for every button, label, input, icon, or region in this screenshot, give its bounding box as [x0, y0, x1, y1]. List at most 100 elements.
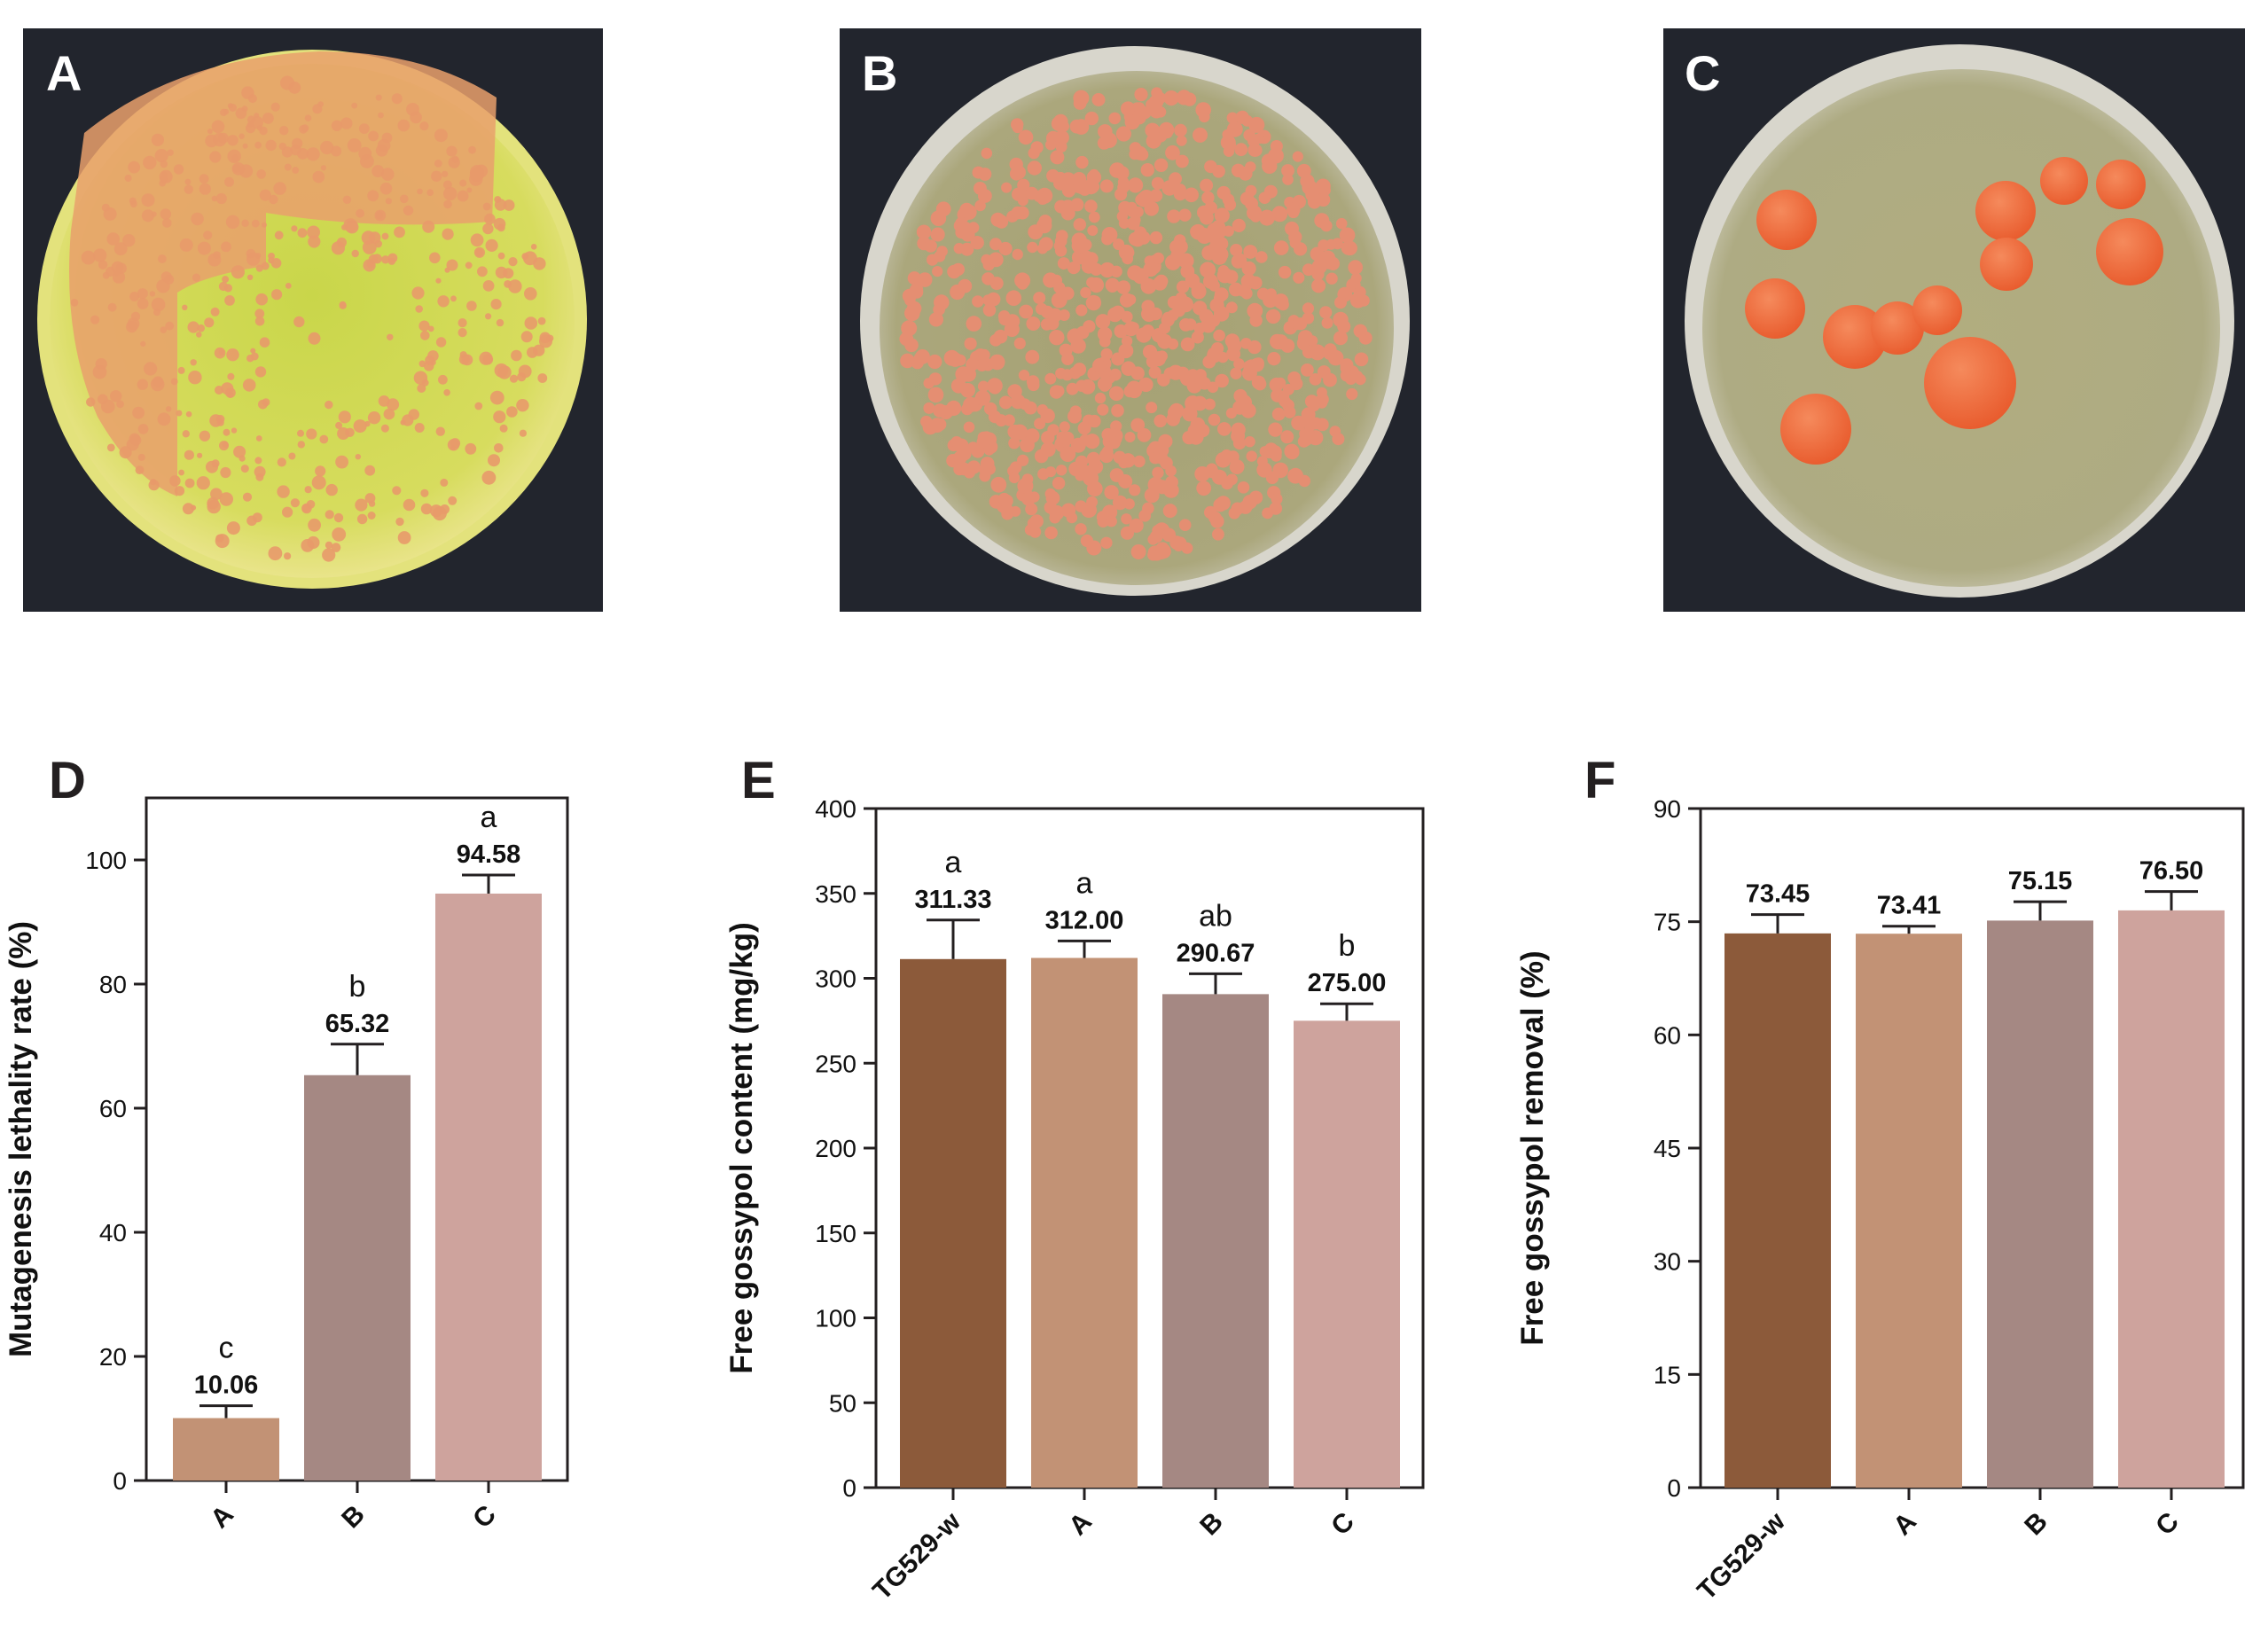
colony — [137, 424, 149, 434]
colony — [1323, 346, 1337, 360]
colony — [431, 170, 442, 182]
colony — [364, 493, 376, 504]
colony — [516, 399, 529, 412]
colony — [1316, 192, 1331, 207]
colony — [1148, 366, 1161, 379]
colony — [1182, 92, 1197, 106]
colony — [394, 226, 405, 238]
colony — [1320, 220, 1333, 232]
colony — [1059, 421, 1070, 433]
colony-lawn-a — [69, 51, 554, 562]
colony — [1089, 481, 1103, 496]
colony — [920, 415, 933, 428]
colony — [466, 301, 477, 311]
colony — [1201, 245, 1217, 261]
colony — [215, 534, 224, 543]
colony — [1134, 270, 1146, 282]
colony — [233, 445, 246, 458]
colony — [435, 277, 442, 284]
colony — [209, 151, 222, 163]
colony — [192, 273, 201, 282]
bar — [1987, 920, 2093, 1488]
colony — [1224, 333, 1240, 348]
colony — [1201, 191, 1215, 205]
colony — [1121, 361, 1136, 377]
colony — [1315, 178, 1331, 194]
colony — [1222, 129, 1233, 140]
colony — [1084, 111, 1099, 126]
colony — [1088, 414, 1101, 428]
colony — [1237, 285, 1248, 297]
colony — [220, 466, 231, 479]
colony — [1248, 490, 1263, 504]
colony — [494, 363, 509, 378]
colony — [1745, 278, 1805, 339]
colony — [1129, 484, 1141, 496]
colony — [1023, 401, 1037, 415]
colony — [226, 521, 240, 535]
colony — [242, 379, 256, 392]
colony — [1271, 407, 1286, 421]
colony — [414, 423, 425, 433]
colony — [1050, 150, 1065, 165]
colony — [520, 331, 533, 343]
colony — [1320, 250, 1335, 266]
colony — [1129, 148, 1140, 160]
colony — [1126, 206, 1138, 218]
colony — [1054, 129, 1069, 145]
colony — [1130, 544, 1146, 559]
colony — [1270, 450, 1282, 462]
colony — [1355, 373, 1366, 386]
colony — [225, 215, 240, 229]
colony — [1086, 496, 1098, 508]
colony — [137, 453, 145, 461]
colony — [1029, 514, 1044, 528]
colony — [1061, 369, 1074, 381]
colony — [972, 295, 984, 308]
colony — [1190, 225, 1203, 238]
colony — [1044, 372, 1057, 385]
colony — [1152, 466, 1164, 479]
colony — [331, 120, 343, 131]
colony — [499, 424, 508, 433]
colony — [229, 104, 237, 112]
colony — [1060, 446, 1076, 462]
colony — [254, 366, 267, 378]
colony — [1177, 296, 1193, 313]
colony — [1213, 224, 1227, 239]
colony — [1212, 238, 1226, 253]
colony — [1302, 312, 1315, 324]
colony — [1233, 388, 1247, 403]
colony — [1151, 87, 1162, 99]
colony — [1118, 217, 1130, 229]
data-label: 65.32 — [325, 1010, 390, 1038]
colony — [1233, 358, 1245, 370]
colony — [320, 140, 334, 155]
colony — [1130, 232, 1146, 247]
colony — [1319, 306, 1333, 319]
colony — [474, 402, 483, 410]
colony — [297, 228, 308, 238]
colony — [235, 107, 247, 120]
colony — [927, 354, 942, 370]
colony — [1146, 133, 1161, 149]
colony — [351, 249, 359, 258]
colony — [213, 251, 221, 260]
colony — [1289, 237, 1302, 249]
colony — [1155, 543, 1171, 559]
colony — [154, 149, 168, 163]
colony — [1016, 187, 1028, 200]
colony — [999, 494, 1013, 508]
colony — [1302, 263, 1315, 277]
colony — [1071, 250, 1087, 265]
colony — [923, 402, 935, 414]
colony — [429, 252, 441, 264]
colony — [494, 199, 507, 211]
colony — [1108, 112, 1122, 125]
colony — [923, 378, 935, 389]
y-tick-label: 200 — [815, 1135, 856, 1162]
x-tick-label: TG529-w — [867, 1506, 966, 1606]
colony — [92, 364, 107, 379]
colony — [929, 418, 945, 433]
colony — [119, 446, 132, 459]
